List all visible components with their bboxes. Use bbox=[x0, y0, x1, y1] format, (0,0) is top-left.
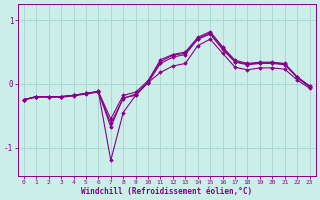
X-axis label: Windchill (Refroidissement éolien,°C): Windchill (Refroidissement éolien,°C) bbox=[81, 187, 252, 196]
